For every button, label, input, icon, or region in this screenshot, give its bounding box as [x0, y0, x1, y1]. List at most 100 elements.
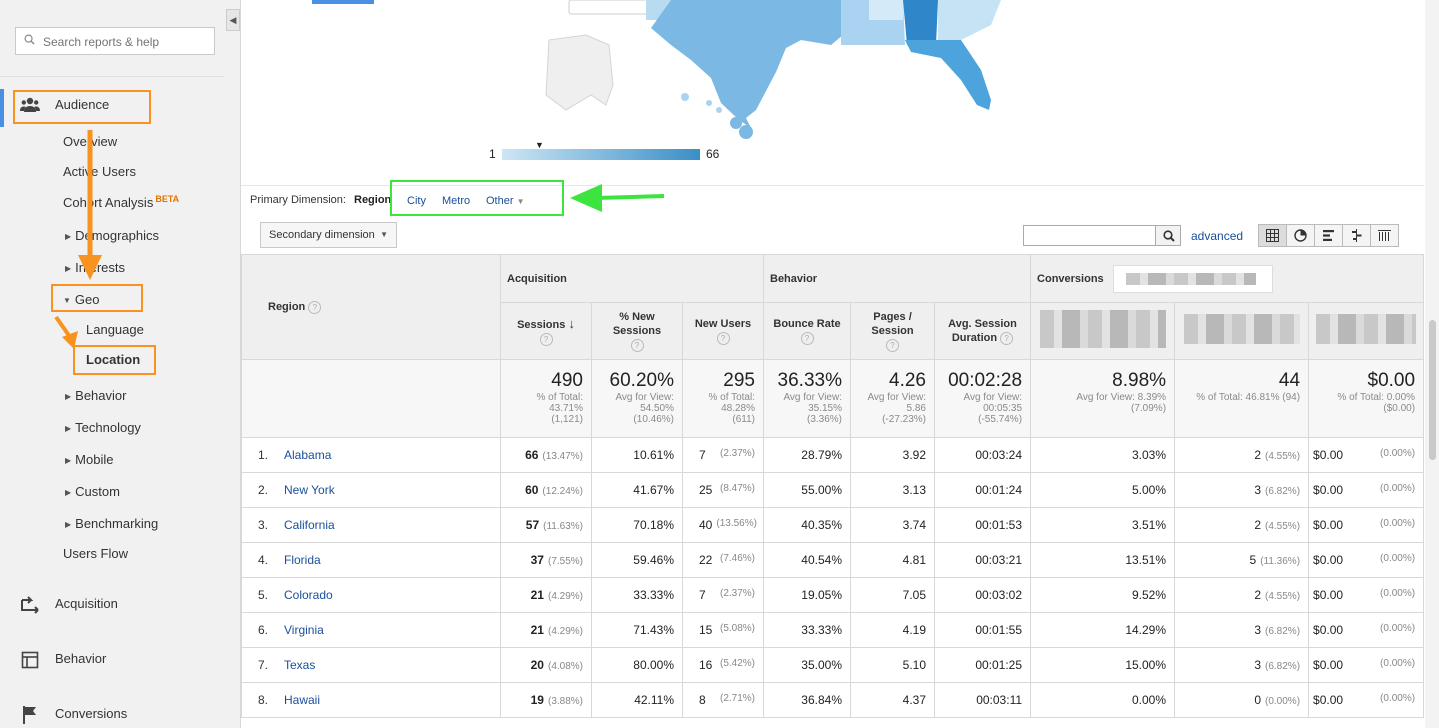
- conversion-rate-cell: 13.51%: [1030, 542, 1176, 578]
- region-link[interactable]: Colorado: [284, 588, 333, 602]
- primary-dimension-label: Primary Dimension:: [250, 194, 346, 206]
- new-sessions-cell: 71.43%: [591, 612, 683, 648]
- goal-value-cell: $0.00 (0.00%): [1308, 612, 1425, 648]
- nav-audience[interactable]: Audience: [55, 97, 110, 112]
- total-sub: 00:05:35: [983, 403, 1023, 414]
- scrollbar-thumb[interactable]: [1429, 320, 1436, 460]
- table-row: 2. New York 60 (12.24%) 41.67% 25 (8.47%) 55.00…: [241, 472, 1425, 508]
- region-link[interactable]: Virginia: [284, 623, 324, 637]
- table-view-button[interactable]: [1259, 225, 1287, 246]
- sessions-pct: (7.55%): [547, 556, 583, 567]
- help-icon[interactable]: ?: [800, 332, 814, 345]
- secondary-dimension-dropdown[interactable]: Secondary dimension ▼: [260, 222, 397, 248]
- collapse-sidebar-button[interactable]: ◀: [226, 9, 240, 31]
- bounce-rate-cell: 55.00%: [763, 472, 851, 508]
- dimension-metro[interactable]: Metro: [442, 195, 471, 207]
- goal-value-header[interactable]: [1308, 302, 1425, 360]
- nav-mobile[interactable]: ▶ Mobile: [65, 452, 113, 467]
- dimension-city[interactable]: City: [407, 195, 426, 207]
- tab-indicator: [312, 0, 374, 4]
- bounce-rate-header[interactable]: Bounce Rate?: [763, 302, 851, 360]
- conversion-rate-cell: 3.03%: [1030, 437, 1176, 473]
- nav-behavior-sub[interactable]: ▶ Behavior: [65, 388, 126, 403]
- total-sub: (3.36%): [806, 414, 842, 425]
- goal-value: 3: [1254, 623, 1262, 637]
- new-users-header[interactable]: New Users?: [682, 302, 764, 360]
- total-sub: Avg for View: 8.39%: [1076, 392, 1167, 403]
- help-icon[interactable]: ?: [539, 332, 553, 346]
- total-value: 490: [551, 370, 583, 391]
- table-search-button[interactable]: [1155, 225, 1181, 246]
- nav-technology-label: Technology: [75, 420, 141, 435]
- bounce-rate-header-label: Bounce Rate: [773, 318, 841, 330]
- region-link[interactable]: Alabama: [284, 448, 332, 462]
- region-link[interactable]: Hawaii: [284, 693, 321, 707]
- conversion-rate-header[interactable]: [1030, 302, 1176, 360]
- bounce-rate-cell: 19.05%: [763, 577, 851, 613]
- nav-benchmarking[interactable]: ▶ Benchmarking: [65, 516, 158, 531]
- sessions-cell: 21 (4.29%): [500, 612, 592, 648]
- row-index: 8.: [258, 693, 269, 707]
- nav-conversions[interactable]: Conversions: [55, 706, 128, 721]
- total-conversion-rate: 8.98% Avg for View: 8.39% (7.09%): [1030, 359, 1176, 438]
- primary-dimension-row: [241, 185, 1424, 218]
- pages-session-cell: 4.81: [850, 542, 935, 578]
- nav-users-flow[interactable]: Users Flow: [63, 546, 129, 561]
- total-sub: Avg for View:: [963, 392, 1023, 403]
- nav-demographics[interactable]: ▶ Demographics: [65, 228, 159, 243]
- goal-completions-cell: 3 (6.82%): [1174, 612, 1310, 648]
- region-link[interactable]: New York: [284, 483, 335, 497]
- search-box[interactable]: [15, 27, 215, 55]
- region-link[interactable]: California: [284, 518, 335, 532]
- advanced-filter-link[interactable]: advanced: [1191, 229, 1244, 243]
- flag-icon: [23, 706, 36, 724]
- region-cell: 7. Texas: [241, 647, 501, 683]
- nav-active-users[interactable]: Active Users: [63, 164, 136, 179]
- comparison-view-button[interactable]: [1343, 225, 1371, 246]
- total-sub: % of Total:: [536, 392, 583, 403]
- table-filter-input[interactable]: [1023, 225, 1156, 246]
- expand-icon: ▶: [65, 424, 72, 433]
- nav-language[interactable]: Language: [86, 322, 144, 337]
- legend-min: 1: [489, 147, 496, 161]
- pivot-view-button[interactable]: [1371, 225, 1398, 246]
- table-body: 1. Alabama 66 (13.47%) 10.61% 7 (2.37%) 28.79% 3…: [241, 437, 1425, 718]
- dimension-other[interactable]: Other ▼: [486, 195, 525, 207]
- search-input[interactable]: [41, 32, 213, 52]
- new-sessions-header[interactable]: % New Sessions?: [591, 302, 683, 360]
- help-icon[interactable]: ?: [716, 332, 730, 345]
- pages-session-header[interactable]: Pages / Session?: [850, 302, 935, 360]
- avg-duration-header[interactable]: Avg. Session Duration ?: [933, 302, 1032, 360]
- goal-completions-header[interactable]: [1174, 302, 1310, 360]
- nav-acquisition[interactable]: Acquisition: [55, 596, 118, 611]
- total-goal-value: $0.00% of Total: 0.00% ($0.00): [1308, 359, 1425, 438]
- goal-value: 2: [1254, 448, 1262, 462]
- help-icon[interactable]: ?: [630, 339, 644, 352]
- conversions-label: Conversions: [1037, 272, 1104, 285]
- new-users-pct: (8.47%): [719, 483, 755, 494]
- nav-cohort-analysis[interactable]: Cohort Analysis BETA: [63, 194, 179, 210]
- help-icon[interactable]: ?: [308, 300, 322, 314]
- goal-value: 2: [1254, 588, 1262, 602]
- bounce-rate-cell: 33.33%: [763, 612, 851, 648]
- nav-location[interactable]: Location: [86, 352, 141, 367]
- help-icon[interactable]: ?: [1000, 332, 1014, 345]
- pie-view-button[interactable]: [1287, 225, 1315, 246]
- region-link[interactable]: Florida: [284, 553, 321, 567]
- region-link[interactable]: Texas: [284, 658, 316, 672]
- nav-custom[interactable]: ▶ Custom: [65, 484, 120, 499]
- performance-view-button[interactable]: [1315, 225, 1343, 246]
- nav-behavior[interactable]: Behavior: [55, 651, 107, 666]
- dimension-region[interactable]: Region: [354, 194, 392, 206]
- goal-selector-dropdown[interactable]: [1112, 264, 1273, 293]
- sessions-header[interactable]: Sessions ↓?: [500, 302, 592, 360]
- nav-geo[interactable]: ▼ Geo: [63, 292, 100, 307]
- total-sub: (-55.74%): [978, 414, 1023, 425]
- region-header[interactable]: Region ?: [241, 254, 501, 360]
- pages-session-cell: 5.10: [850, 647, 935, 683]
- goal-value: 3: [1254, 658, 1262, 672]
- help-icon[interactable]: ?: [886, 339, 899, 352]
- nav-technology[interactable]: ▶ Technology: [65, 420, 141, 435]
- expand-icon: ▶: [65, 520, 72, 529]
- acquisition-icon: [21, 596, 39, 614]
